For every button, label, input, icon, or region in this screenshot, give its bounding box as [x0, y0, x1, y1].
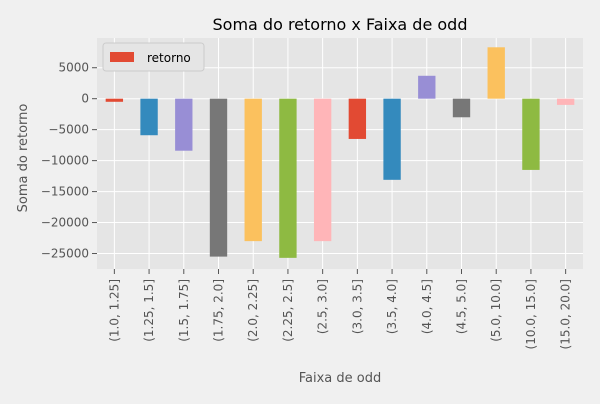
bars — [105, 47, 575, 258]
bar — [313, 98, 332, 242]
bar — [556, 98, 575, 105]
x-tick-label: (2.0, 2.25] — [246, 279, 260, 342]
legend: retorno — [102, 42, 205, 72]
x-tick-label: (4.5, 5.0] — [455, 279, 469, 334]
x-tick-label: (2.25, 2.5] — [281, 279, 295, 342]
legend-swatch-retorno — [110, 52, 134, 62]
y-tick-label: −5000 — [48, 123, 89, 137]
bar — [522, 98, 540, 170]
bar — [383, 98, 401, 180]
chart-title: Soma do retorno x Faixa de odd — [213, 15, 468, 34]
bar — [418, 75, 436, 99]
x-tick-label: (3.5, 4.0] — [385, 279, 399, 334]
x-tick-label: (1.75, 2.0] — [212, 279, 226, 342]
bar — [140, 98, 158, 136]
bar — [452, 98, 471, 118]
x-axis-label: Faixa de odd — [299, 371, 382, 386]
bar — [105, 98, 124, 102]
x-tick-label: (1.5, 1.75] — [177, 279, 191, 342]
y-axis-ticks: 5000 0 −5000 −10000 −15000 −20000 −25000 — [41, 61, 97, 261]
x-tick-label: (5.0, 10.0] — [489, 279, 503, 342]
y-tick-label: 5000 — [58, 61, 89, 75]
x-tick-label: (15.0, 20.0] — [559, 279, 573, 349]
y-tick-label: −15000 — [41, 185, 89, 199]
bar — [348, 98, 367, 139]
y-tick-label: −10000 — [41, 154, 89, 168]
legend-box — [102, 42, 205, 72]
x-tick-label: (1.25, 1.5] — [142, 279, 156, 342]
x-tick-label: (4.0, 4.5] — [420, 279, 434, 334]
x-tick-label: (1.0, 1.25] — [107, 279, 121, 342]
y-tick-label: −20000 — [41, 216, 89, 230]
bar — [279, 98, 297, 258]
plot-area — [97, 38, 583, 269]
bar — [487, 47, 505, 99]
x-axis-ticks: (1.0, 1.25] (1.25, 1.5] (1.5, 1.75] (1.75, … — [107, 269, 573, 349]
bar — [244, 98, 262, 242]
y-axis-label: Soma do retorno — [16, 104, 31, 213]
x-tick-label: (10.0, 15.0] — [524, 279, 538, 349]
y-tick-label: 0 — [81, 92, 89, 106]
y-tick-label: −25000 — [41, 247, 89, 261]
bar — [175, 98, 193, 151]
x-tick-label: (2.5, 3.0] — [316, 279, 330, 334]
legend-label-retorno: retorno — [147, 51, 191, 65]
x-tick-label: (3.0, 3.5] — [350, 279, 364, 334]
bar — [209, 98, 228, 257]
